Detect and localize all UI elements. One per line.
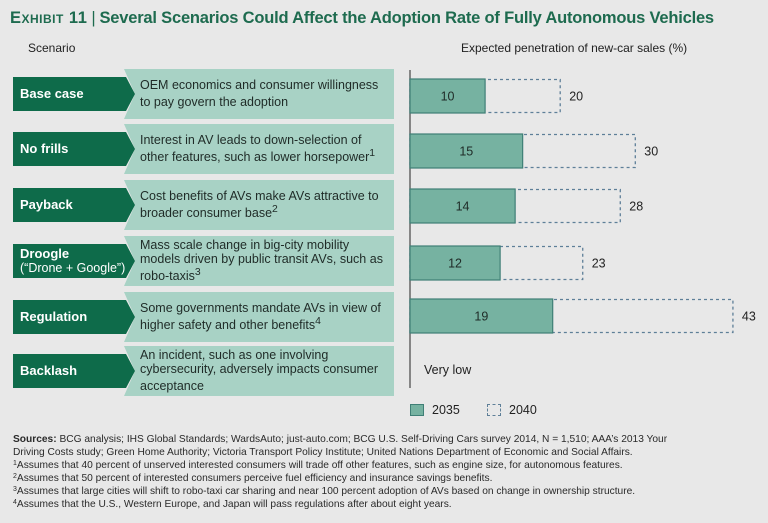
exhibit-title: Exhibit 11 | Several Scenarios Could Affec… [10,9,714,28]
scenario-description: Interest in AV leads to down-selection o… [140,133,376,165]
scenario-row-base-case: OEM economics and consumer willingness t… [0,69,400,119]
data-label-2040-regulation: 43 [742,310,756,324]
bar-2040-payback [409,188,621,224]
scenario-label: No frills [13,132,135,166]
scenario-description: Mass scale change in big-city mobility m… [140,238,383,284]
title-separator: | [91,9,96,27]
annotation-very-low: Very low [424,363,472,377]
description-panel [124,124,394,174]
scenario-row-no-frills: Interest in AV leads to down-selection o… [0,124,400,174]
footnote: 4Assumes that the U.S., Western Europe, … [13,499,452,511]
scenario-description: Cost benefits of AVs make AVs attractive… [140,189,379,221]
scenario-row-payback: Cost benefits of AVs make AVs attractive… [0,180,400,230]
data-label-2040-droogle: 23 [592,257,606,271]
source-notes: Sources: BCG analysis; IHS Global Standa… [13,433,763,512]
data-label-2035-regulation: 19 [474,310,488,324]
data-label-2035-droogle: 12 [448,257,462,271]
bar-2035-droogle [409,245,501,281]
scenario-description: An incident, such as one involving cyber… [140,348,379,394]
bar-2040-regulation [409,298,734,334]
legend-item-2040: 2040 [487,403,537,417]
data-label-2040-no-frills: 30 [644,145,658,159]
data-label-2035-base-case: 10 [441,90,455,104]
data-label-2040-base-case: 20 [569,90,583,104]
footnote: 2Assumes that 50 percent of interested c… [13,473,493,485]
legend-swatch-dashed [487,404,501,416]
description-panel [124,346,394,396]
description-panel [124,292,394,342]
sources-line-2: Driving Costs study; Green Home Authorit… [13,447,633,459]
scenario-label: Base case [13,77,135,111]
bar-2035-no-frills [409,133,524,169]
scenario-description: OEM economics and consumer willingness t… [140,78,379,110]
footnote: 3Assumes that large cities will shift to… [13,486,636,498]
scenario-label: Backlash [13,354,135,388]
legend-label: 2035 [432,403,460,417]
description-panel [124,69,394,119]
data-label-2035-payback: 14 [456,200,470,214]
legend-swatch-solid [410,404,424,416]
bar-2040-no-frills [409,133,636,169]
sources-line: Sources: BCG analysis; IHS Global Standa… [13,434,668,445]
scenario-label: Payback [13,188,135,222]
data-label-2035-no-frills: 15 [459,145,473,159]
legend-item-2035: 2035 [410,403,460,417]
chart-column-header: Expected penetration of new-car sales (%… [461,41,688,55]
description-panel [124,236,394,286]
data-label-2040-payback: 28 [629,200,643,214]
scenario-row-droogle: Mass scale change in big-city mobility m… [0,236,400,286]
scenario-label: Regulation [13,300,135,334]
legend-label: 2040 [509,403,537,417]
bar-2040-base-case [409,78,561,114]
scenario-row-regulation: Some governments mandate AVs in view of … [0,292,400,342]
scenario-sublabel: (“Drone + Google”) [20,261,126,275]
bar-2035-payback [409,188,516,224]
footnote: 1Assumes that 40 percent of unserved int… [13,460,623,472]
scenario-label: Droogle (“Drone + Google”) [13,244,135,278]
exhibit-number: Exhibit 11 [10,9,88,27]
bar-2035-regulation [409,298,554,334]
scenario-row-backlash: An incident, such as one involving cyber… [0,346,400,396]
bar-2040-droogle [409,245,584,281]
scenario-column-header: Scenario [28,41,76,55]
title-text: Several Scenarios Could Affect the Adopt… [99,9,714,27]
bar-2035-base-case [409,78,486,114]
scenario-description: Some governments mandate AVs in view of … [140,301,381,333]
description-panel [124,180,394,230]
